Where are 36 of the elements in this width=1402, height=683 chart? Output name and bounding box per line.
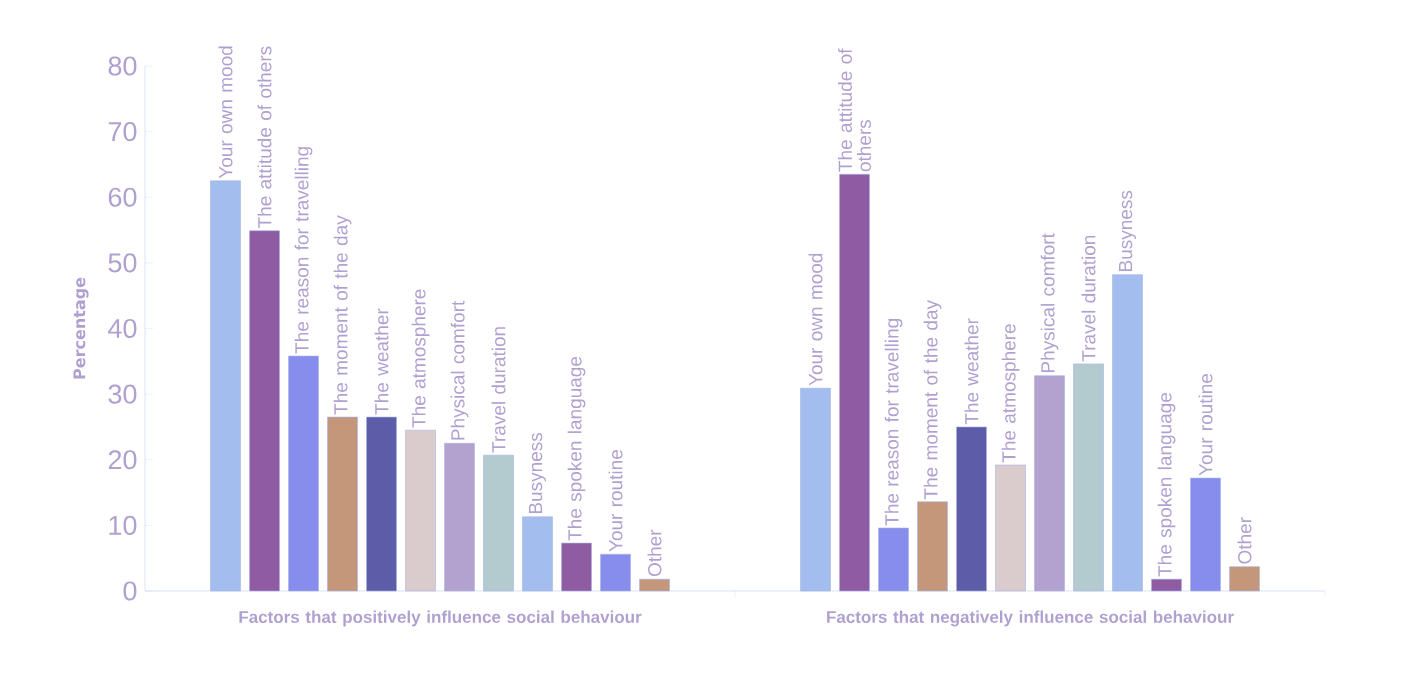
text: The attitude of others (838, 48, 871, 172)
y-tick-label: 50 (108, 253, 137, 273)
text: The moment of the day (923, 300, 942, 500)
text: Physical comfort (1040, 233, 1059, 372)
text: Busyness (529, 432, 547, 514)
text: Your routine (608, 450, 623, 552)
y-tick-label: 10 (109, 515, 137, 535)
text: The atmosphere (411, 289, 430, 428)
text: The weather (964, 318, 979, 425)
text: Travel duration (491, 327, 506, 453)
text: The moment of the day (333, 215, 352, 415)
text: Your routine (1198, 373, 1213, 476)
text: The spoken language (567, 356, 586, 541)
text: Other (647, 529, 662, 577)
y-tick-label: 0 (123, 581, 137, 601)
y-tick-label: 60 (108, 187, 137, 207)
y-tick-label: 80 (108, 56, 137, 76)
text: Your own mood (218, 46, 233, 179)
y-tick-label: 40 (108, 318, 137, 339)
y-tick-label: 70 (108, 122, 137, 142)
text: Physical comfort (450, 300, 469, 440)
text: The atmosphere (1001, 324, 1020, 463)
y-tick-label: 20 (108, 450, 137, 470)
text: Busyness (1119, 190, 1137, 271)
x-tick-label: Factors that negatively influence social behaviour (827, 610, 1234, 627)
y-tick-label: 30 (108, 384, 137, 404)
text: The spoken language (1157, 393, 1176, 577)
text: Other (1237, 517, 1252, 564)
text: The weather (374, 308, 389, 415)
text: Your own mood (808, 253, 823, 386)
y-axis-title: Percentage (73, 277, 89, 379)
text: The reason for travelling (294, 147, 313, 354)
text: The reason for travelling (884, 319, 903, 526)
x-tick-label: Factors that positively influence social behaviour (239, 610, 642, 627)
text: Travel duration (1081, 235, 1096, 362)
text: The attitude of others (257, 46, 272, 229)
